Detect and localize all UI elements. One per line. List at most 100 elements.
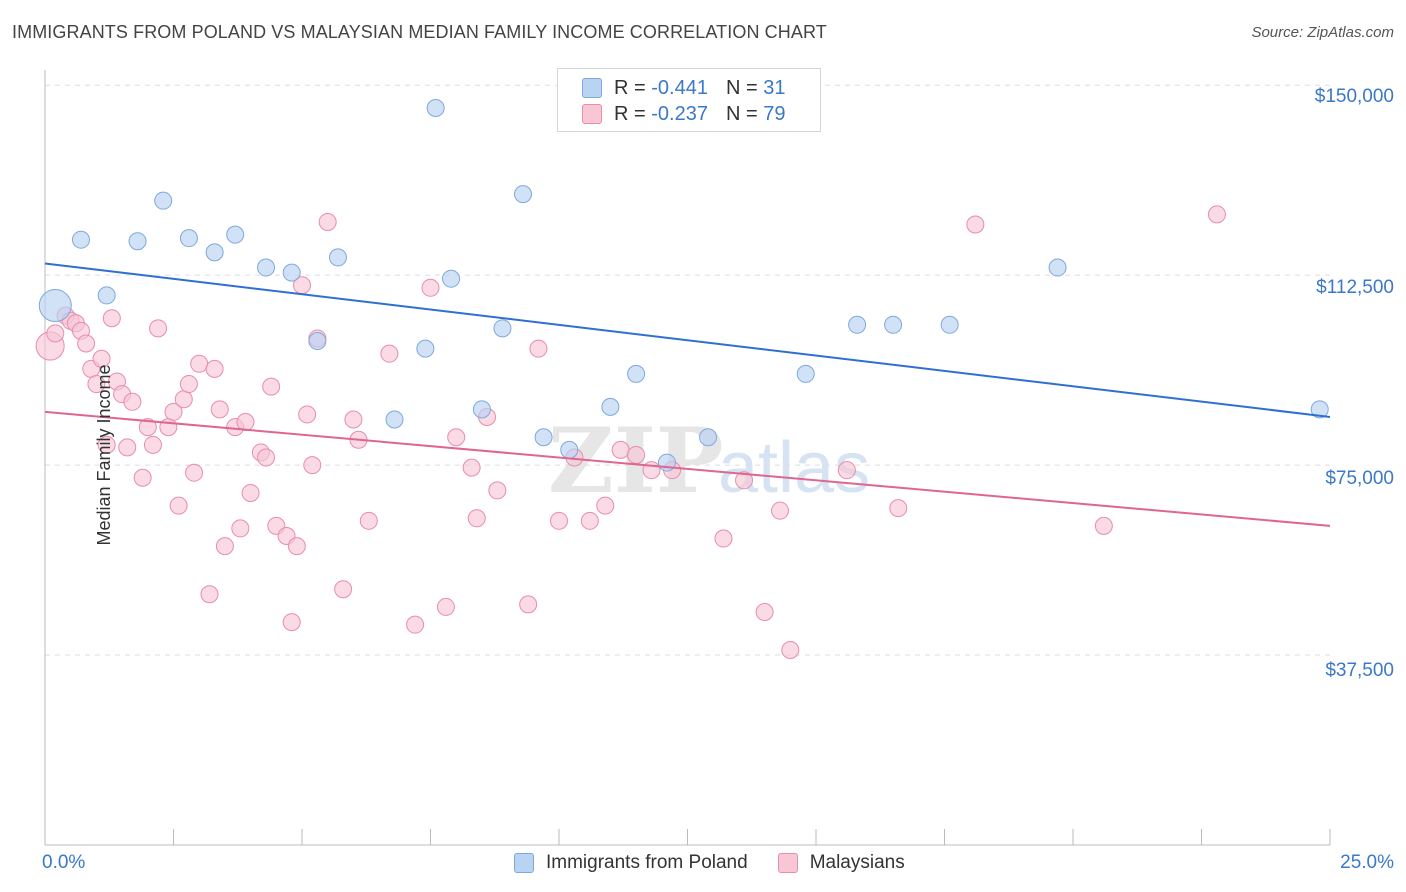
malaysians-point [190, 354, 209, 373]
malaysians-point [1207, 205, 1226, 224]
poland-swatch [582, 78, 602, 98]
poland-point [884, 315, 903, 334]
y-axis-label: Median Family Income [94, 364, 115, 546]
malaysians-point [781, 640, 800, 659]
malaysians-point [210, 400, 229, 419]
poland-point [699, 428, 718, 447]
legend-swatch-malaysians [777, 853, 798, 873]
poland-point [416, 339, 435, 358]
poland-point [848, 315, 867, 334]
malaysians-point [966, 215, 985, 234]
poland-point [328, 248, 347, 267]
poland-point [97, 286, 116, 305]
malaysians-point [77, 334, 96, 353]
malaysians-point [102, 309, 121, 328]
y-tick-150000: $150,000 [1314, 86, 1394, 107]
malaysians-point [215, 537, 234, 556]
malaysians-point [334, 580, 353, 599]
poland-point [534, 428, 553, 447]
poland-trend-line [44, 262, 1331, 418]
malaysians-point [282, 613, 301, 632]
malaysians-point [164, 402, 183, 421]
y-tick-112500: $112,500 [1316, 277, 1394, 298]
poland-point [796, 364, 815, 383]
stats-row-malaysians: R = -0.237 N = 79 [582, 101, 785, 127]
malaysians-point [133, 468, 152, 487]
poland-point [940, 315, 959, 334]
poland-point [205, 243, 224, 262]
malaysians-point [298, 405, 317, 424]
poland-point [38, 289, 72, 323]
malaysians-point [421, 278, 440, 297]
malaysians-trend-line [44, 410, 1331, 527]
poland-point [71, 230, 90, 249]
malaysians-point [580, 511, 599, 530]
malaysians-point [755, 602, 774, 621]
malaysians-swatch [582, 104, 602, 124]
malaysians-point [771, 501, 790, 520]
malaysians-point [359, 511, 378, 530]
y-tick-75000: $75,000 [1325, 468, 1394, 489]
grid-lines [45, 84, 1330, 656]
malaysians-point [174, 390, 193, 409]
malaysians-n-value: 79 [763, 102, 786, 125]
malaysians-point [303, 456, 322, 475]
malaysians-point [488, 481, 507, 500]
malaysians-point [179, 375, 198, 394]
stats-legend: R = -0.441 N = 31 R = -0.237 N = 79 [557, 68, 821, 132]
poland-point [601, 397, 620, 416]
malaysians-point [241, 483, 260, 502]
malaysians-point [436, 597, 455, 616]
malaysians-point [380, 344, 399, 363]
malaysians-point [159, 418, 178, 437]
poland-point [179, 229, 198, 248]
malaysians-point [406, 615, 425, 634]
poland-point [472, 400, 491, 419]
malaysians-r-value: -0.237 [651, 102, 708, 125]
malaysians-point [97, 435, 116, 454]
legend-label-poland: Immigrants from Poland [546, 852, 748, 873]
malaysians-point [889, 499, 908, 518]
malaysians-point [205, 359, 224, 378]
poland-point [128, 232, 147, 251]
source-label: Source: ZipAtlas.com [1251, 24, 1394, 41]
poland-r-value: -0.441 [651, 76, 708, 99]
malaysians-r-label: R = [614, 102, 646, 125]
chart-title: IMMIGRANTS FROM POLAND VS MALAYSIAN MEDI… [12, 22, 827, 42]
malaysians-point [185, 463, 204, 482]
poland-point [282, 263, 301, 282]
axes [44, 70, 1331, 846]
x-tick-min: 0.0% [42, 852, 86, 873]
malaysians-point [462, 458, 481, 477]
malaysians-point [118, 438, 137, 457]
malaysians-point [123, 392, 142, 411]
poland-point [1310, 400, 1329, 419]
malaysians-point [87, 375, 106, 394]
malaysians-point [1094, 516, 1113, 535]
poland-points [38, 98, 1329, 472]
poland-point [560, 440, 579, 459]
poland-point [514, 185, 533, 204]
malaysians-n-label: N = [725, 102, 758, 125]
legend-item-malaysians[interactable]: Malaysians [777, 852, 905, 874]
malaysians-point [46, 324, 65, 343]
malaysians-point [627, 445, 646, 464]
malaysians-point [550, 511, 568, 530]
poland-r-label: R = [614, 76, 646, 99]
poland-point [493, 319, 512, 338]
malaysians-point [467, 509, 486, 528]
y-tick-37500: $37,500 [1325, 660, 1394, 681]
malaysians-point [287, 537, 306, 556]
poland-point [308, 331, 327, 350]
malaysians-point [236, 413, 255, 432]
x-tick-max: 25.0% [1340, 852, 1394, 873]
malaysians-point [143, 435, 162, 454]
poland-point [257, 258, 276, 277]
malaysians-point [611, 440, 630, 459]
trend-lines [44, 262, 1331, 527]
malaysians-point [138, 418, 157, 437]
legend-item-poland[interactable]: Immigrants from Poland [514, 852, 748, 874]
malaysians-point [596, 496, 615, 515]
poland-point [627, 364, 646, 383]
